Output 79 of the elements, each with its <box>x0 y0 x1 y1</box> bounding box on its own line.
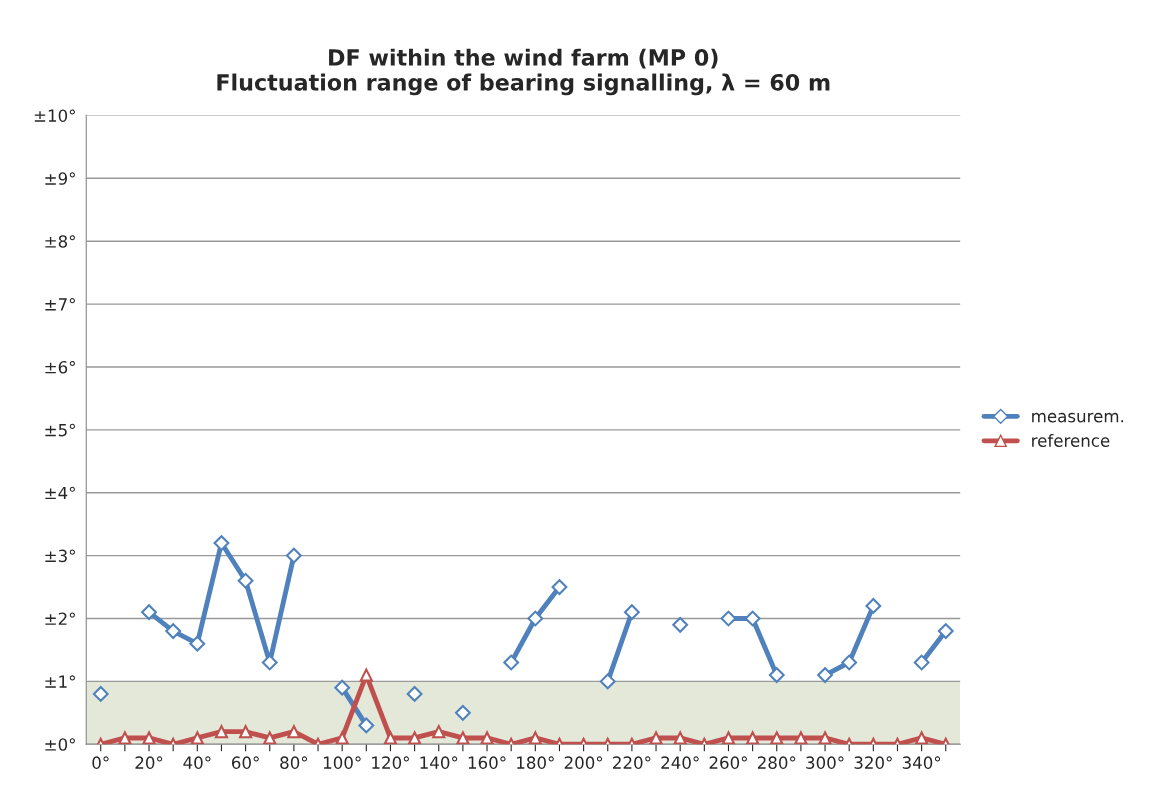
x-tick-label: 0° <box>92 756 109 769</box>
point <box>287 725 301 739</box>
point <box>334 679 351 696</box>
y-tick-label: ±1° <box>45 675 75 688</box>
y-tick-label: ±9° <box>45 172 75 185</box>
point <box>770 731 784 745</box>
y-tick-label: ±7° <box>45 298 75 311</box>
x-tick-label: 80° <box>280 756 308 769</box>
point <box>672 616 689 633</box>
point <box>720 610 737 627</box>
legend-label: measurem. <box>1032 412 1124 423</box>
x-tick-label: 160° <box>468 756 506 769</box>
y-tick-label: ±4° <box>45 486 75 500</box>
x-tick-label: 100° <box>323 756 361 769</box>
point <box>190 731 204 745</box>
point <box>408 731 422 745</box>
point <box>915 731 929 745</box>
x-tick-label: 220° <box>613 756 651 769</box>
point <box>92 686 109 702</box>
point <box>454 704 471 721</box>
legend-label: reference <box>1032 434 1110 447</box>
point <box>480 731 494 745</box>
point <box>456 731 470 745</box>
point <box>263 731 277 745</box>
point <box>937 623 954 639</box>
point <box>599 673 616 690</box>
point <box>432 725 446 739</box>
y-tick-label: ±6° <box>45 360 75 374</box>
point <box>118 731 132 745</box>
point <box>237 572 254 589</box>
point <box>142 731 156 745</box>
point <box>528 731 542 745</box>
y-tick-label: ±5° <box>45 423 75 437</box>
point <box>746 731 760 745</box>
point <box>794 731 808 745</box>
y-tick-label: ±0° <box>45 738 75 751</box>
x-tick-label: 60° <box>231 756 259 769</box>
point <box>383 731 398 745</box>
y-tick-label: ±2° <box>45 612 75 625</box>
point <box>551 579 568 595</box>
point <box>768 667 785 683</box>
point <box>649 731 663 745</box>
y-tick-label: ±10° <box>34 109 75 122</box>
point <box>213 535 230 551</box>
x-tick-label: 240° <box>661 756 699 769</box>
x-tick-label: 280° <box>757 756 796 769</box>
point <box>623 604 640 621</box>
point <box>527 610 544 627</box>
point <box>503 654 520 671</box>
point <box>841 654 858 671</box>
chart-title: DF within the wind farm (MP 0) Fluctuation range of bearing signalling, λ = 60 m <box>217 48 830 96</box>
x-tick-label: 260° <box>709 756 747 769</box>
point <box>239 725 253 739</box>
x-tick-label: 140° <box>420 756 458 769</box>
x-tick-label: 120° <box>372 756 409 769</box>
point <box>359 668 373 682</box>
point <box>141 604 157 621</box>
point <box>214 725 229 739</box>
x-tick-label: 300° <box>806 756 844 769</box>
y-tick-label: ±8° <box>45 235 75 248</box>
x-tick-label: 40° <box>183 756 211 769</box>
point <box>285 547 302 564</box>
point <box>865 598 882 614</box>
point <box>818 731 832 745</box>
x-tick-label: 340° <box>902 756 941 769</box>
y-tick-label: ±3° <box>45 549 75 563</box>
x-tick-label: 200° <box>564 756 603 769</box>
point <box>721 731 736 745</box>
point <box>358 717 375 734</box>
x-tick-label: 320° <box>854 756 892 769</box>
point <box>406 686 423 702</box>
point <box>673 731 687 745</box>
point <box>189 635 206 652</box>
x-tick-label: 20° <box>135 756 163 769</box>
point <box>913 654 930 671</box>
point <box>817 667 833 683</box>
x-tick-label: 180° <box>517 756 554 769</box>
point <box>165 623 182 639</box>
point <box>335 731 349 745</box>
